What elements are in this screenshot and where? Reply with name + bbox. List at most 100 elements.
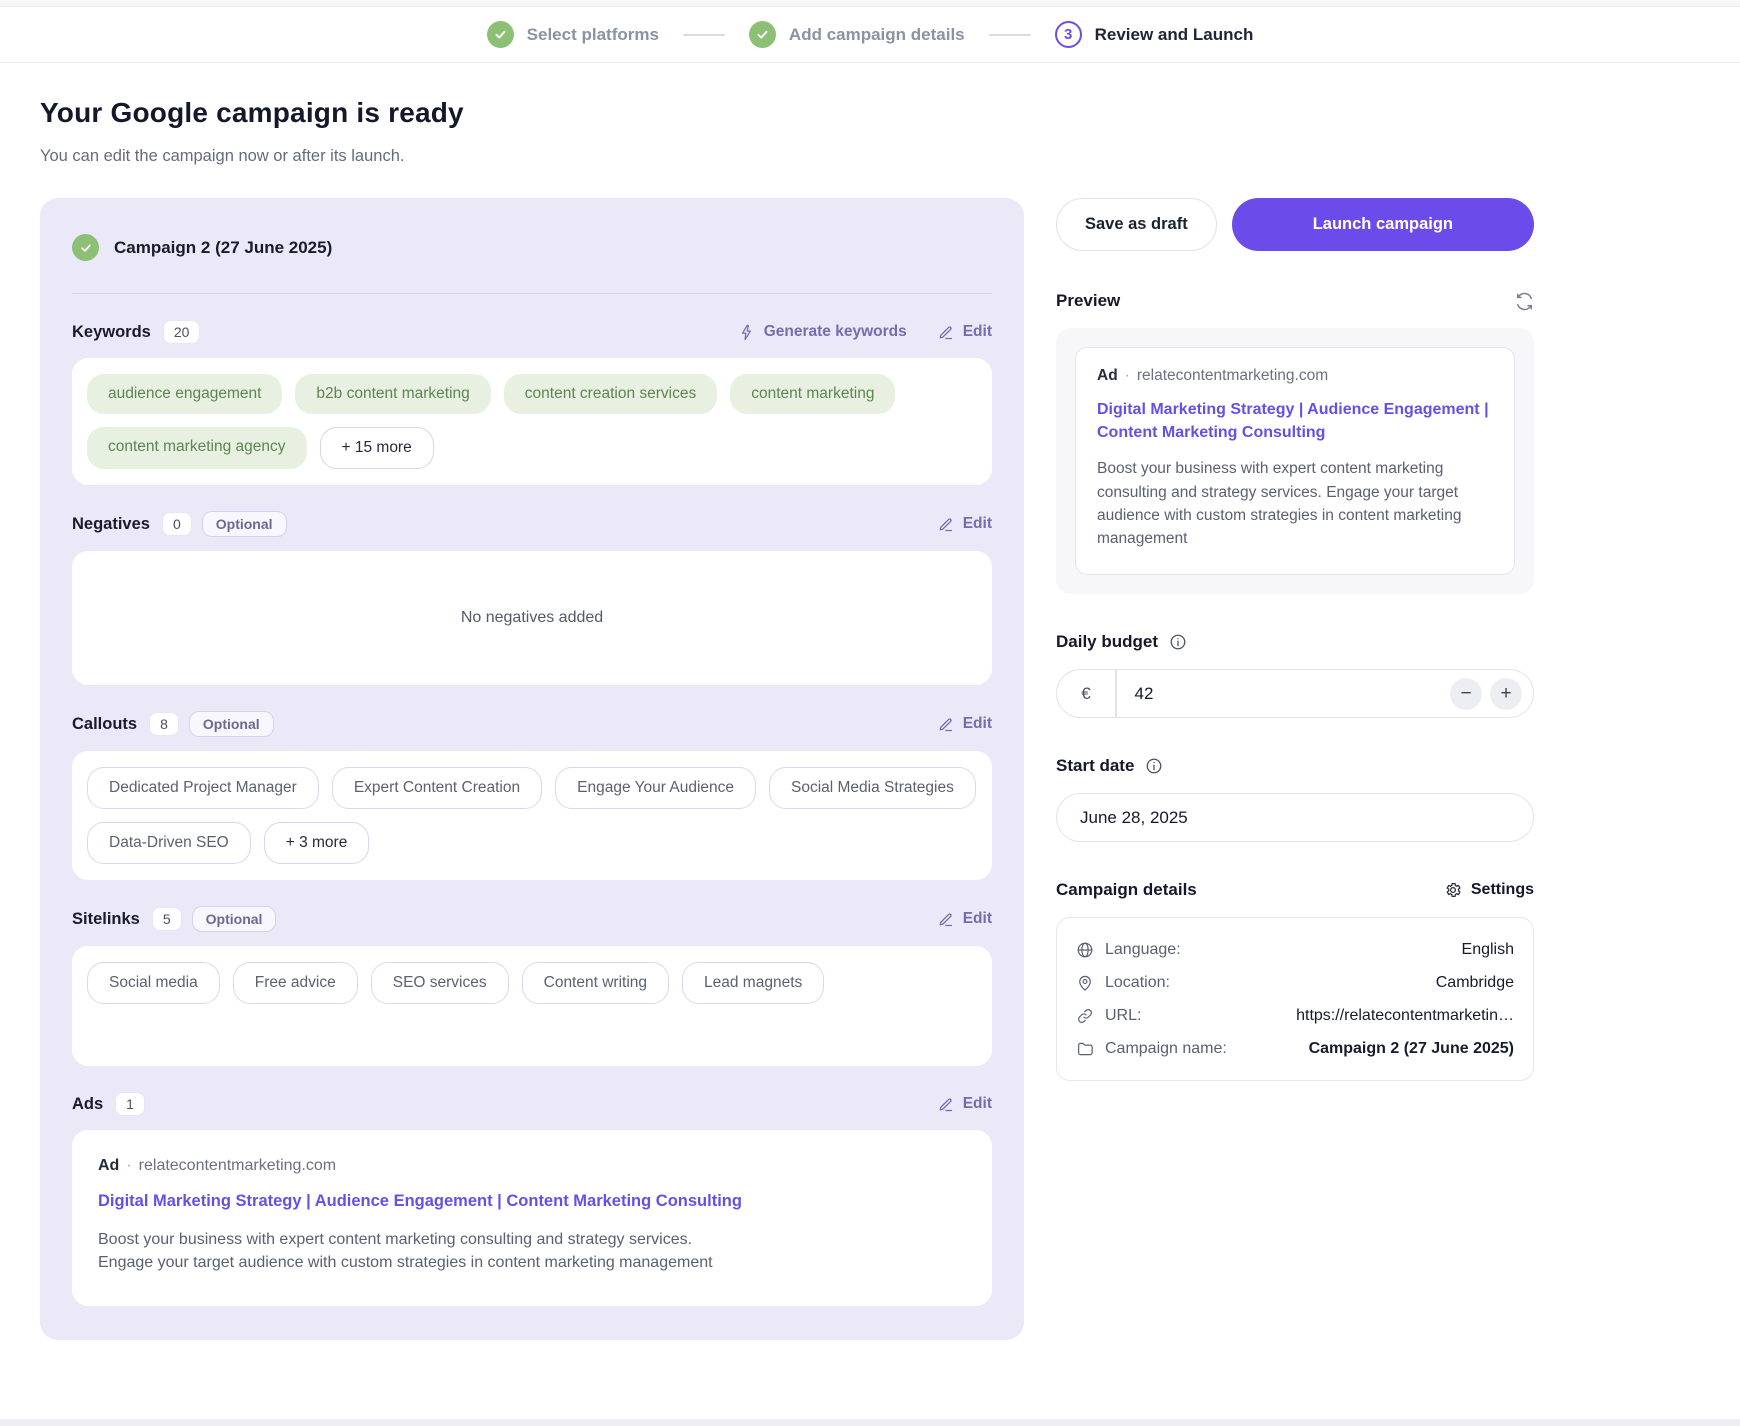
callouts-title: Callouts (72, 714, 138, 733)
ad-headline: Digital Marketing Strategy | Audience En… (98, 1192, 742, 1210)
generate-keywords-button[interactable]: Generate keywords (738, 323, 907, 341)
detail-row: URL: https://relatecontentmarketin… (1076, 999, 1514, 1032)
negatives-section: Negatives 0 Optional Edit No negatives a… (72, 511, 992, 685)
step-check-icon (748, 21, 776, 48)
daily-budget-label: Daily budget (1056, 632, 1159, 652)
keywords-count-badge: 20 (162, 320, 201, 344)
pencil-icon (939, 1097, 952, 1111)
edit-sitelinks-button[interactable]: Edit (937, 910, 992, 928)
campaign-details-title: Campaign details (1056, 880, 1197, 900)
right-column: Save as draft Launch campaign Preview Ad… (1056, 198, 1534, 1082)
daily-budget-info-icon[interactable] (1169, 633, 1187, 651)
edit-keywords-button[interactable]: Edit (937, 323, 992, 341)
stepper-connector (988, 33, 1031, 36)
detail-label: Location: (1105, 973, 1170, 991)
sitelink-chip: Free advice (232, 962, 358, 1004)
ads-count-badge: 1 (115, 1092, 145, 1116)
step-number-badge: 3 (1054, 21, 1082, 48)
detail-label: Campaign name: (1105, 1039, 1227, 1057)
callouts-section: Callouts 8 Optional Edit Dedicated Proje… (72, 711, 992, 880)
keyword-chip: content creation services (503, 374, 718, 414)
keywords-title: Keywords (72, 322, 151, 341)
ad-preview-card: Ad · relatecontentmarketing.com Digital Ma… (1056, 328, 1534, 595)
campaign-ready-check-icon (72, 234, 99, 261)
page-title: Your Google campaign is ready (40, 97, 464, 128)
preview-ad-tagline: Ad · relatecontentmarketing.com (1097, 367, 1329, 384)
callout-chip: Expert Content Creation (331, 767, 543, 809)
no-negatives-message: No negatives added (72, 551, 992, 685)
detail-value: Campaign 2 (27 June 2025) (1308, 1039, 1514, 1057)
sitelinks-section: Sitelinks 5 Optional Edit Social media Fr… (72, 906, 992, 1066)
detail-value: English (1461, 940, 1514, 958)
sitelinks-count-badge: 5 (151, 907, 182, 931)
stepper-connector (682, 33, 725, 36)
edit-negatives-button[interactable]: Edit (937, 515, 992, 533)
keyword-chip: content marketing (730, 374, 896, 414)
budget-decrease-button[interactable]: − (1450, 677, 1482, 710)
currency-symbol: € (1081, 683, 1091, 703)
ad-domain: relatecontentmarketing.com (138, 1157, 337, 1174)
keywords-more-chip[interactable]: + 15 more (319, 427, 434, 469)
campaign-details-card: Language: English Location: Cambridge URL: ht… (1056, 917, 1534, 1082)
pencil-icon (939, 717, 952, 731)
keyword-chips: audience engagement b2b content marketing… (87, 374, 977, 469)
keyword-chip: audience engagement (87, 374, 283, 414)
start-date-value: June 28, 2025 (1080, 807, 1188, 827)
keywords-section: Keywords 20 Generate keywords Edit (72, 320, 992, 485)
callouts-more-chip[interactable]: + 3 more (263, 822, 370, 864)
settings-button[interactable]: Settings (1444, 881, 1534, 899)
detail-row: Campaign name: Campaign 2 (27 June 2025) (1076, 1032, 1514, 1065)
sitelink-chip: Lead magnets (682, 962, 825, 1004)
top-strip (0, 0, 1740, 7)
pencil-icon (939, 912, 952, 926)
gear-icon (1446, 883, 1461, 898)
callout-chips: Dedicated Project Manager Expert Content … (87, 767, 977, 864)
sitelink-chip: SEO services (370, 962, 509, 1004)
detail-row: Location: Cambridge (1076, 966, 1514, 999)
callout-chip: Data-Driven SEO (87, 822, 251, 864)
stepper: Select platforms Add campaign details 3 … (0, 7, 1740, 63)
page-subtitle: You can edit the campaign now or after i… (40, 147, 405, 165)
start-date-info-icon[interactable] (1145, 757, 1163, 775)
keyword-chip: b2b content marketing (295, 374, 491, 414)
preview-title: Preview (1056, 291, 1121, 310)
launch-campaign-button[interactable]: Launch campaign (1231, 198, 1534, 251)
edit-callouts-button[interactable]: Edit (937, 715, 992, 733)
link-icon (1076, 1007, 1094, 1025)
budget-increase-button[interactable]: + (1490, 677, 1522, 710)
edit-ads-button[interactable]: Edit (937, 1095, 992, 1113)
globe-icon (1076, 941, 1094, 959)
start-date-input[interactable]: June 28, 2025 (1056, 793, 1534, 843)
ads-section: Ads 1 Edit Ad · relatecontentmarketing.com… (72, 1092, 992, 1307)
save-as-draft-button[interactable]: Save as draft (1056, 198, 1217, 251)
callout-chip: Dedicated Project Manager (87, 767, 319, 809)
start-date-label: Start date (1056, 756, 1135, 776)
pencil-icon (939, 325, 952, 339)
ad-card: Ad · relatecontentmarketing.com Digital Ma… (72, 1130, 992, 1307)
refresh-preview-button[interactable] (1515, 292, 1534, 311)
daily-budget-value[interactable]: 42 (1134, 683, 1154, 703)
step-add-campaign-details[interactable]: Add campaign details (748, 21, 965, 48)
step-check-icon (486, 21, 514, 48)
detail-label: URL: (1105, 1006, 1142, 1024)
daily-budget-input[interactable]: € 42 − + (1056, 669, 1534, 719)
location-pin-icon (1076, 974, 1094, 992)
campaign-title: Campaign 2 (27 June 2025) (114, 237, 333, 257)
ads-title: Ads (72, 1094, 104, 1113)
detail-label: Language: (1105, 940, 1181, 958)
bottom-strip (0, 1419, 1740, 1426)
step-label: Review and Launch (1094, 24, 1254, 44)
callout-chip: Engage Your Audience (555, 767, 756, 809)
folder-icon (1076, 1040, 1094, 1058)
sitelink-chip: Social media (87, 962, 220, 1004)
divider (1115, 670, 1117, 718)
detail-value: Cambridge (1435, 973, 1514, 991)
step-select-platforms[interactable]: Select platforms (486, 21, 659, 48)
step-label: Select platforms (526, 24, 659, 44)
divider (72, 293, 992, 294)
step-review-and-launch[interactable]: 3 Review and Launch (1054, 21, 1254, 48)
campaign-summary-panel: Campaign 2 (27 June 2025) Keywords 20 Ge… (40, 198, 1024, 1341)
preview-ad-domain: relatecontentmarketing.com (1136, 367, 1329, 384)
detail-value: https://relatecontentmarketin… (1296, 1006, 1514, 1024)
